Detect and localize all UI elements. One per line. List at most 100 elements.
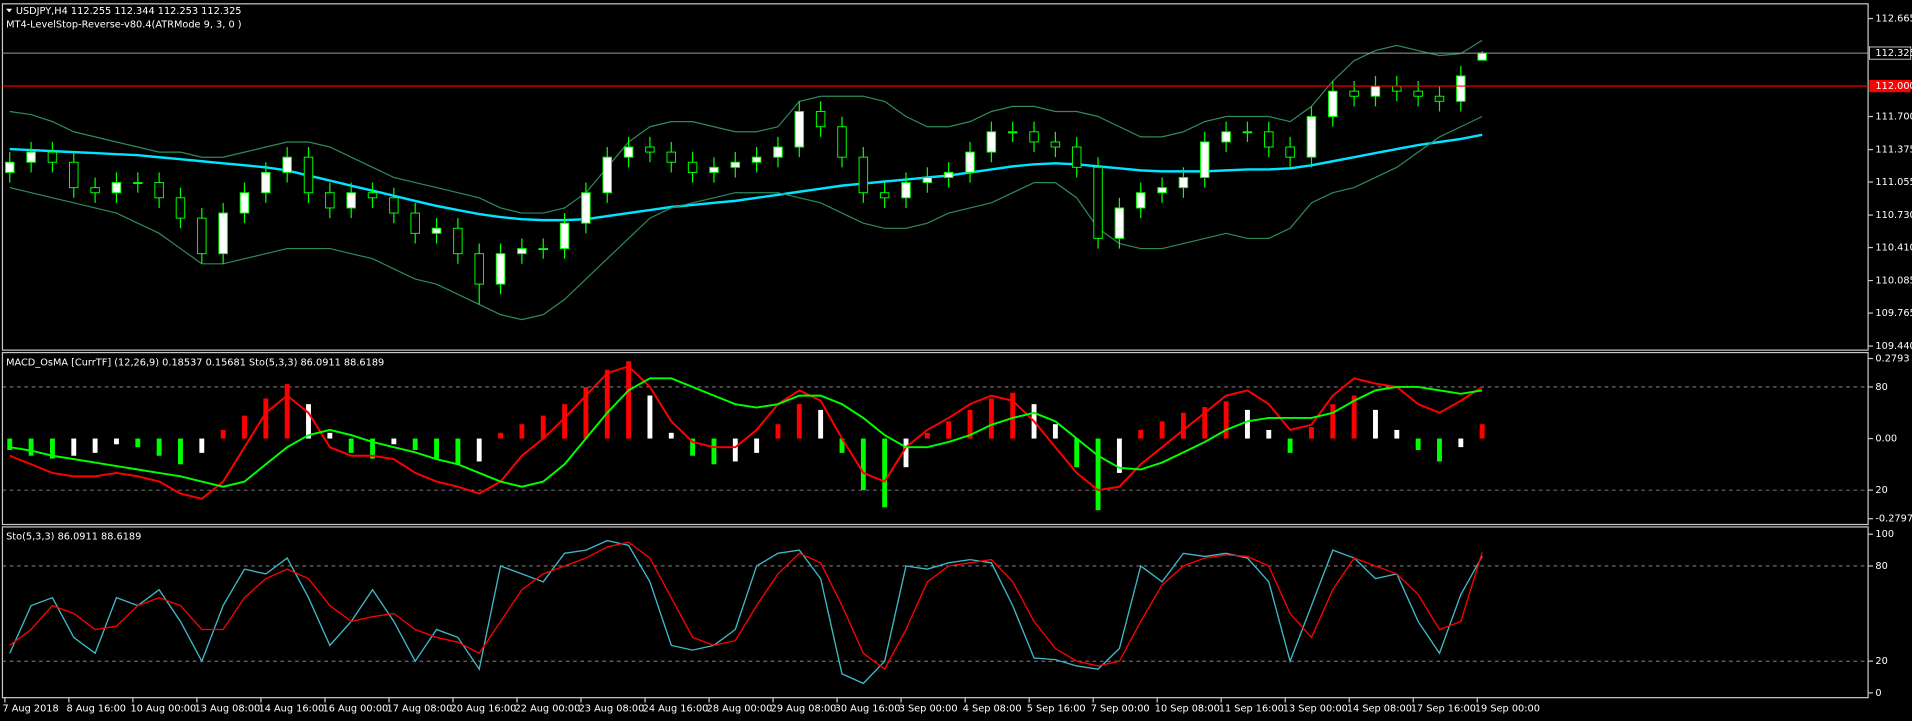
histogram-bar	[711, 438, 717, 465]
y-tick-label: -0.27971	[1875, 514, 1912, 525]
histogram-bar	[1159, 421, 1165, 439]
candle-body	[26, 151, 36, 163]
histogram-bar	[882, 438, 888, 508]
y-tick-label: 110.730	[1875, 210, 1912, 221]
candle-body	[303, 156, 314, 194]
histogram-bar	[668, 432, 674, 439]
candle-body	[1434, 95, 1445, 102]
candle-body	[389, 197, 399, 214]
y-tick-label: 0	[1875, 688, 1881, 699]
y-tick-label: 111.700	[1875, 112, 1912, 123]
candle-body	[1199, 141, 1210, 178]
y-tick-label: 112.665	[1875, 14, 1912, 25]
panel-title: Sto(5,3,3) 86.0911 88.6189	[6, 532, 141, 543]
candle-body	[773, 146, 783, 158]
histogram-bar	[1244, 409, 1250, 439]
histogram-bar	[1266, 429, 1272, 439]
candle-body	[1007, 131, 1018, 134]
candle-body	[986, 131, 997, 153]
histogram-bar	[7, 438, 13, 451]
histogram-bar	[1074, 438, 1080, 468]
histogram-bar	[92, 438, 98, 453]
histogram-bar	[562, 404, 568, 439]
histogram-bar	[860, 438, 866, 491]
histogram-bar	[1116, 438, 1122, 473]
bid-label: 112.325	[1875, 48, 1912, 59]
histogram-bar	[988, 398, 994, 439]
candle-body	[1413, 90, 1423, 97]
histogram-bar	[327, 432, 333, 439]
candle-body	[623, 146, 634, 158]
candle-body	[1157, 187, 1167, 194]
x-tick-label: 13 Sep 00:00	[1283, 704, 1348, 715]
candle-body	[431, 227, 442, 234]
candle-body	[1050, 141, 1061, 148]
histogram-bar	[49, 438, 55, 459]
histogram-bar	[114, 438, 119, 445]
histogram-bar	[796, 404, 802, 439]
histogram-bar	[818, 409, 824, 439]
histogram-bar	[455, 438, 461, 465]
x-tick-label: 23 Aug 08:00	[579, 704, 645, 715]
candle-body	[495, 253, 506, 285]
candle-body	[1242, 131, 1253, 134]
histogram-bar	[156, 438, 162, 456]
candle-body	[346, 192, 356, 209]
candle-body	[453, 227, 463, 255]
candle-body	[1114, 207, 1125, 239]
x-tick-label: 10 Sep 08:00	[1155, 704, 1220, 715]
y-tick-label: 111.375	[1875, 145, 1912, 156]
stochastic-panel	[1, 526, 1869, 699]
histogram-bar	[1394, 429, 1400, 439]
histogram-bar	[903, 438, 909, 468]
candle-body	[1370, 85, 1381, 97]
y-tick-label: 20	[1875, 656, 1887, 667]
candle-body	[1285, 146, 1295, 158]
histogram-bar	[967, 409, 973, 439]
candle-body	[175, 197, 186, 219]
x-tick-label: 10 Aug 00:00	[130, 704, 196, 715]
histogram-bar	[391, 438, 397, 445]
x-tick-label: 20 Aug 16:00	[451, 704, 517, 715]
candle-body	[965, 151, 975, 173]
histogram-bar	[1052, 424, 1058, 439]
collapse-icon[interactable]	[6, 8, 13, 13]
x-tick-label: 29 Aug 08:00	[771, 704, 837, 715]
candle-body	[1477, 52, 1487, 61]
series-line	[9, 39, 1483, 214]
histogram-bar	[1010, 392, 1016, 439]
candle-body	[69, 161, 79, 189]
y-tick-label: 0.2793	[1875, 354, 1909, 365]
histogram-bar	[476, 438, 482, 462]
histogram-bar	[178, 438, 183, 465]
histogram-bar	[348, 438, 354, 453]
candle-body	[602, 156, 613, 194]
histogram-bar	[690, 438, 696, 456]
candle-body	[794, 110, 805, 148]
candle-body	[47, 151, 58, 163]
histogram-bar	[924, 432, 930, 439]
candle-body	[111, 182, 122, 194]
histogram-bar	[1458, 438, 1464, 448]
candle-body	[901, 182, 911, 199]
histogram-bar	[1095, 438, 1101, 511]
histogram-bar	[1351, 395, 1357, 439]
histogram-bar	[1373, 409, 1378, 439]
histogram-bar	[434, 438, 439, 459]
candle-body	[815, 110, 826, 128]
histogram-bar	[412, 438, 418, 451]
candle-body	[474, 253, 484, 285]
y-tick-label: 80	[1875, 382, 1887, 393]
candle-body	[282, 156, 292, 173]
histogram-bar	[135, 438, 141, 448]
histogram-bar	[1202, 407, 1208, 439]
candle-body	[133, 182, 143, 185]
x-tick-label: 7 Aug 2018	[2, 704, 58, 715]
histogram-bar	[28, 438, 34, 456]
x-tick-label: 3 Sep 00:00	[899, 704, 958, 715]
y-tick-label: 109.765	[1875, 308, 1912, 319]
x-tick-label: 14 Aug 16:00	[259, 704, 325, 715]
x-tick-label: 22 Aug 00:00	[515, 704, 581, 715]
x-tick-label: 5 Sep 16:00	[1027, 704, 1086, 715]
